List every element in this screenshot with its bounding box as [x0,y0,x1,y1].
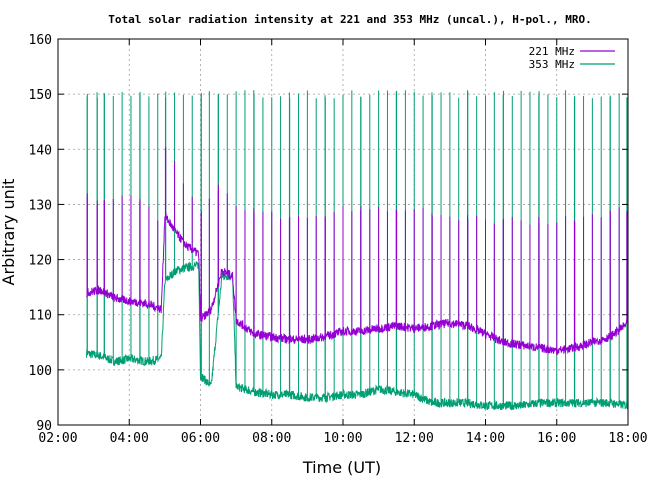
series-line-221-mhz [86,147,629,355]
y-axis-label: Arbitrary unit [0,179,18,286]
y-tick-label: 150 [29,88,52,103]
y-tick-label: 160 [29,33,52,48]
y-tick-label: 90 [36,419,52,434]
legend-label-221: 221 MHz [529,45,575,58]
x-tick-label: 16:00 [537,431,576,446]
x-tick-label: 14:00 [466,431,505,446]
y-tick-label: 140 [29,143,52,158]
x-tick-label: 08:00 [252,431,291,446]
y-tick-label: 100 [29,364,52,379]
x-tick-label: 12:00 [395,431,434,446]
x-tick-label: 10:00 [323,431,362,446]
y-tick-label: 110 [29,309,52,324]
x-tick-label: 18:00 [608,431,647,446]
legend-label-353: 353 MHz [529,58,575,71]
series-line-353-mhz [86,90,629,411]
y-tick-label: 130 [29,198,52,213]
axis-ticks: 02:00 04:00 06:00 08:00 10:00 12:00 14:00 16:00… [29,33,648,446]
x-tick-label: 06:00 [181,431,220,446]
x-tick-label: 04:00 [110,431,149,446]
legend: 221 MHz 353 MHz [529,45,615,71]
chart-title: Total solar radiation intensity at 221 a… [108,13,591,26]
y-tick-label: 120 [29,254,52,269]
plot-area [86,90,629,411]
x-tick-label: 02:00 [38,431,77,446]
x-axis-label: Time (UT) [302,458,381,477]
